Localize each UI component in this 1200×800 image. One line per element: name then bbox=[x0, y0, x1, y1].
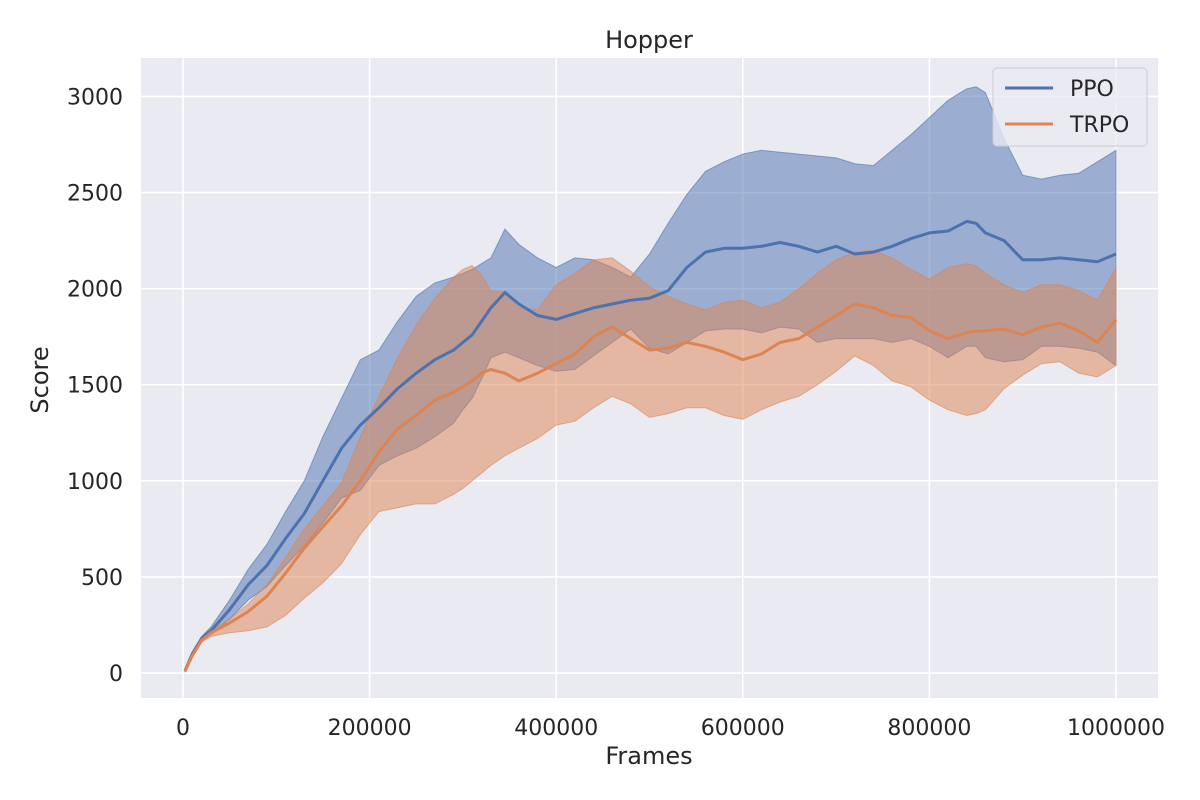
confidence-bands bbox=[184, 86, 1117, 673]
legend-label-ppo: PPO bbox=[1070, 77, 1114, 102]
x-tick-label: 600000 bbox=[701, 716, 785, 741]
x-tick-label: 200000 bbox=[328, 716, 412, 741]
x-tick-label: 400000 bbox=[514, 716, 598, 741]
y-tick-label: 3000 bbox=[67, 85, 123, 110]
y-tick-label: 2500 bbox=[67, 182, 123, 207]
x-tick-label: 1000000 bbox=[1067, 716, 1165, 741]
x-tick-label: 800000 bbox=[887, 716, 971, 741]
legend: PPO TRPO bbox=[992, 67, 1148, 147]
chart-title: Hopper bbox=[605, 26, 693, 54]
series-lines bbox=[183, 219, 1118, 672]
y-tick-label: 500 bbox=[81, 566, 123, 591]
legend-label-trpo: TRPO bbox=[1069, 113, 1129, 138]
y-tick-labels: 0 500 1000 1500 2000 2500 3000 bbox=[67, 85, 123, 687]
y-tick-label: 1000 bbox=[67, 470, 123, 495]
x-axis-title: Frames bbox=[605, 742, 692, 770]
line-ppo bbox=[183, 219, 1117, 672]
y-axis-title: Score bbox=[26, 346, 54, 413]
band-trpo bbox=[184, 249, 1117, 673]
y-tick-label: 1500 bbox=[67, 374, 123, 399]
x-tick-labels: 0 200000 400000 600000 800000 1000000 bbox=[176, 716, 1165, 741]
line-trpo bbox=[183, 302, 1118, 672]
y-tick-label: 0 bbox=[109, 662, 123, 687]
y-tick-label: 2000 bbox=[67, 278, 123, 303]
x-tick-label: 0 bbox=[176, 716, 190, 741]
